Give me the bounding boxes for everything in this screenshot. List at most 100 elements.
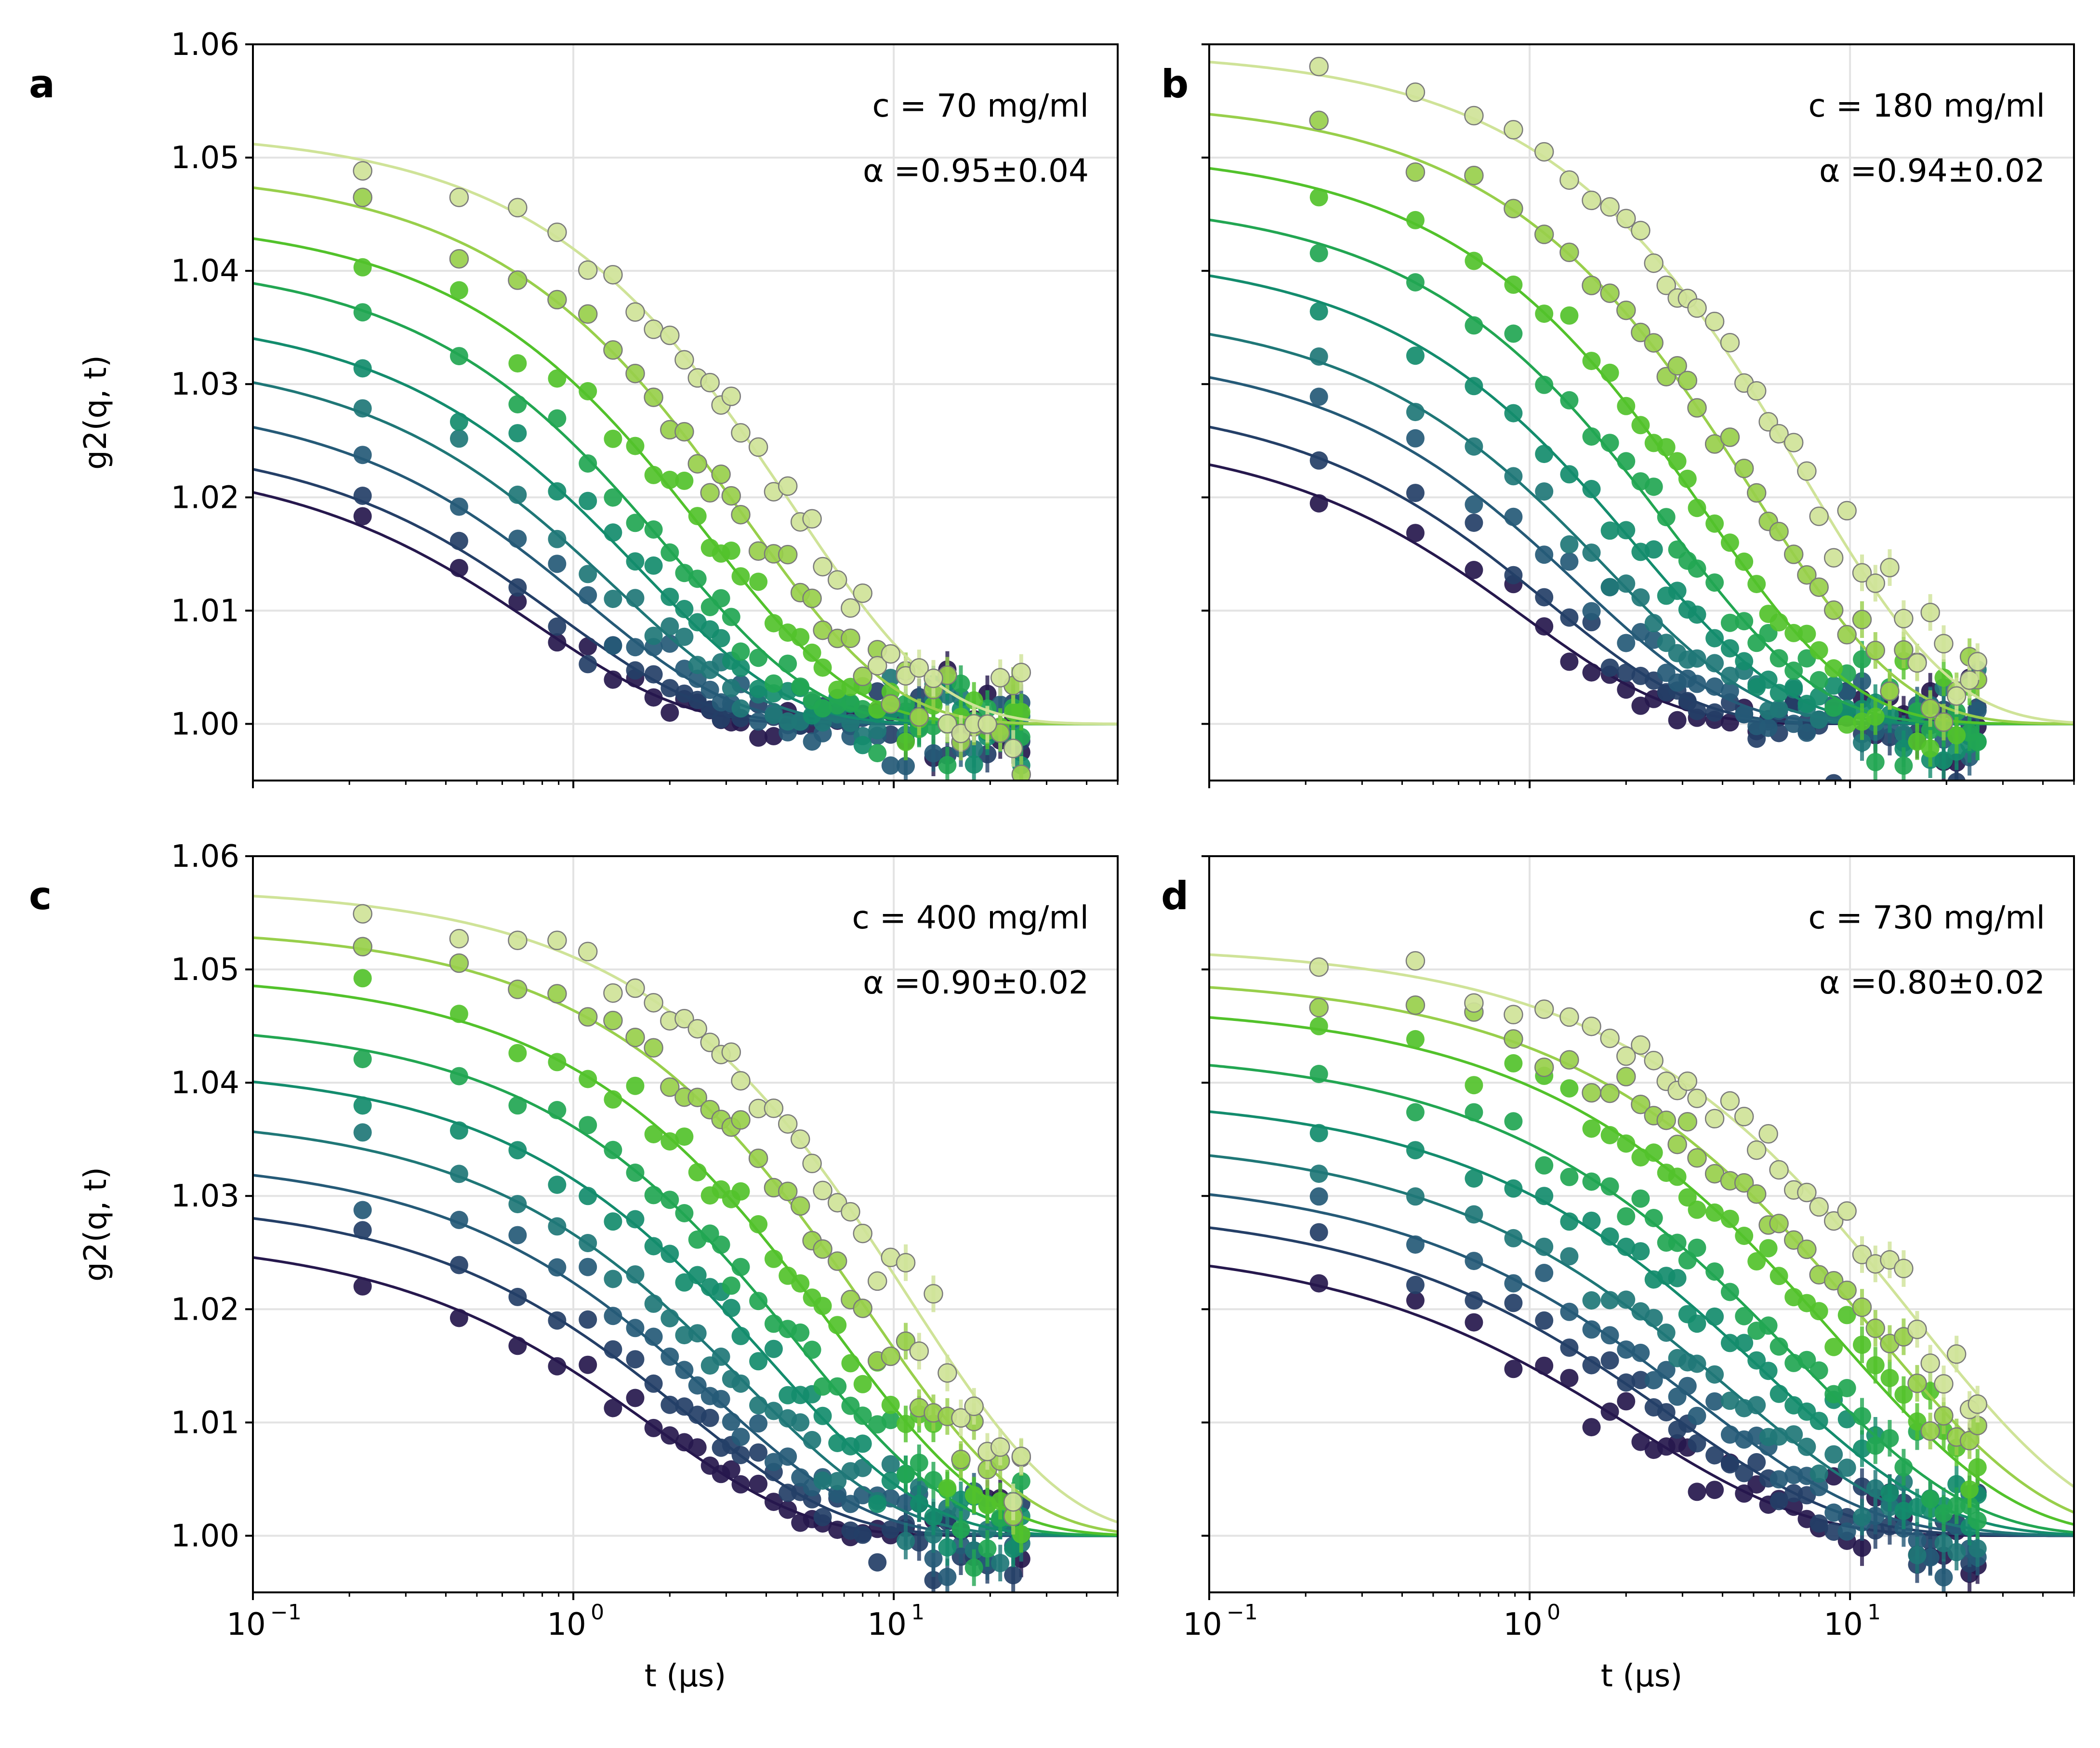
- data-point: [1011, 662, 1031, 682]
- data-point: [1617, 1237, 1636, 1256]
- y-tick-label: 1.06: [171, 27, 240, 63]
- fit-curve-5: [253, 1080, 1118, 1537]
- data-point: [977, 714, 997, 734]
- data-point: [731, 642, 750, 661]
- data-point: [853, 736, 872, 755]
- data-point: [1947, 1543, 1966, 1562]
- data-point: [1688, 1314, 1706, 1333]
- data-point: [1617, 1392, 1636, 1411]
- data-point: [1560, 1167, 1579, 1186]
- data-point: [813, 1508, 832, 1526]
- data-point: [1824, 1523, 1843, 1541]
- data-point: [1688, 675, 1706, 693]
- data-point: [1560, 1302, 1579, 1321]
- data-point: [353, 507, 372, 526]
- data-point: [579, 491, 597, 510]
- data-point: [604, 488, 622, 507]
- axes-frame: [1208, 855, 2075, 1593]
- data-point: [990, 1437, 1010, 1457]
- data-point: [910, 1533, 928, 1552]
- data-point: [674, 422, 694, 442]
- data-point: [508, 485, 527, 504]
- data-point: [579, 1070, 597, 1088]
- data-point: [508, 354, 527, 373]
- data-point: [731, 423, 751, 443]
- data-point: [1837, 715, 1856, 734]
- y-tick-label: 1.03: [171, 367, 240, 402]
- data-point: [1616, 1067, 1636, 1086]
- data-point: [1582, 427, 1601, 446]
- data-point: [1809, 1197, 1829, 1217]
- data-point: [731, 1071, 751, 1091]
- data-point: [1853, 672, 1871, 691]
- data-point: [579, 655, 597, 674]
- y-tick-label: 1.06: [171, 839, 240, 874]
- data-point: [688, 1376, 707, 1395]
- data-point: [1769, 424, 1789, 444]
- data-point: [644, 520, 663, 539]
- data-point: [1617, 680, 1636, 699]
- data-point: [1704, 1109, 1725, 1129]
- data-point: [1667, 356, 1687, 376]
- data-point: [1688, 1483, 1706, 1501]
- data-point: [868, 744, 887, 763]
- data-point: [548, 482, 567, 501]
- data-point: [1797, 1182, 1817, 1203]
- data-point: [867, 656, 887, 675]
- data-point: [813, 1297, 832, 1315]
- data-point: [700, 483, 720, 503]
- data-point: [1309, 347, 1328, 366]
- data-point: [813, 658, 832, 677]
- data-point: [779, 1500, 797, 1519]
- data-point: [712, 1390, 730, 1408]
- data-point: [700, 372, 720, 393]
- data-point: [1406, 211, 1425, 229]
- data-point: [1824, 698, 1843, 717]
- data-point: [1309, 1274, 1328, 1293]
- data-point: [508, 1287, 527, 1306]
- data-point: [1823, 548, 1844, 568]
- data-point: [1582, 663, 1601, 682]
- data-point: [644, 665, 663, 684]
- panel-d: 10 −1 10 0 10 1t (µs)d c = 730 mg/mlα =0.80±0.…: [1161, 855, 2075, 1694]
- data-point: [1934, 634, 1954, 654]
- data-point: [1735, 705, 1754, 724]
- data-point: [1600, 1083, 1620, 1103]
- data-point: [1705, 1481, 1724, 1499]
- data-point: [1003, 1492, 1023, 1512]
- data-point: [1783, 433, 1804, 452]
- data-point: [508, 930, 528, 950]
- data-point: [1705, 654, 1724, 673]
- data-point: [644, 1186, 663, 1205]
- data-point: [1705, 677, 1724, 696]
- data-point: [868, 682, 887, 701]
- data-point: [644, 1294, 663, 1313]
- data-point: [749, 1474, 768, 1493]
- y-tick-label: 1.04: [171, 1065, 240, 1101]
- data-point: [1535, 482, 1554, 501]
- data-point: [1600, 363, 1619, 382]
- data-point: [548, 1176, 567, 1194]
- data-point: [1012, 1525, 1030, 1544]
- data-point: [675, 1397, 694, 1416]
- data-point: [764, 1099, 784, 1118]
- data-point: [1600, 521, 1619, 540]
- data-point: [1559, 170, 1579, 190]
- data-point: [1783, 544, 1804, 564]
- data-point: [604, 1140, 622, 1159]
- data-point: [1746, 1184, 1767, 1204]
- data-point: [508, 1044, 527, 1062]
- data-point: [853, 700, 872, 718]
- panel-a: 1.00 1.01 1.02 1.03 1.04 1.05 1.06 g2(q, t) a c =…: [29, 27, 1119, 788]
- data-point: [1617, 521, 1636, 540]
- data-point: [1852, 609, 1872, 630]
- series-9-points: [353, 161, 1031, 767]
- data-point: [1920, 1421, 1940, 1441]
- data-point: [951, 675, 970, 693]
- data-point: [547, 984, 567, 1004]
- data-point: [1687, 1088, 1707, 1108]
- data-point: [1947, 726, 1966, 745]
- data-point: [1824, 1445, 1843, 1464]
- data-point: [508, 592, 527, 611]
- data-point: [675, 1204, 694, 1222]
